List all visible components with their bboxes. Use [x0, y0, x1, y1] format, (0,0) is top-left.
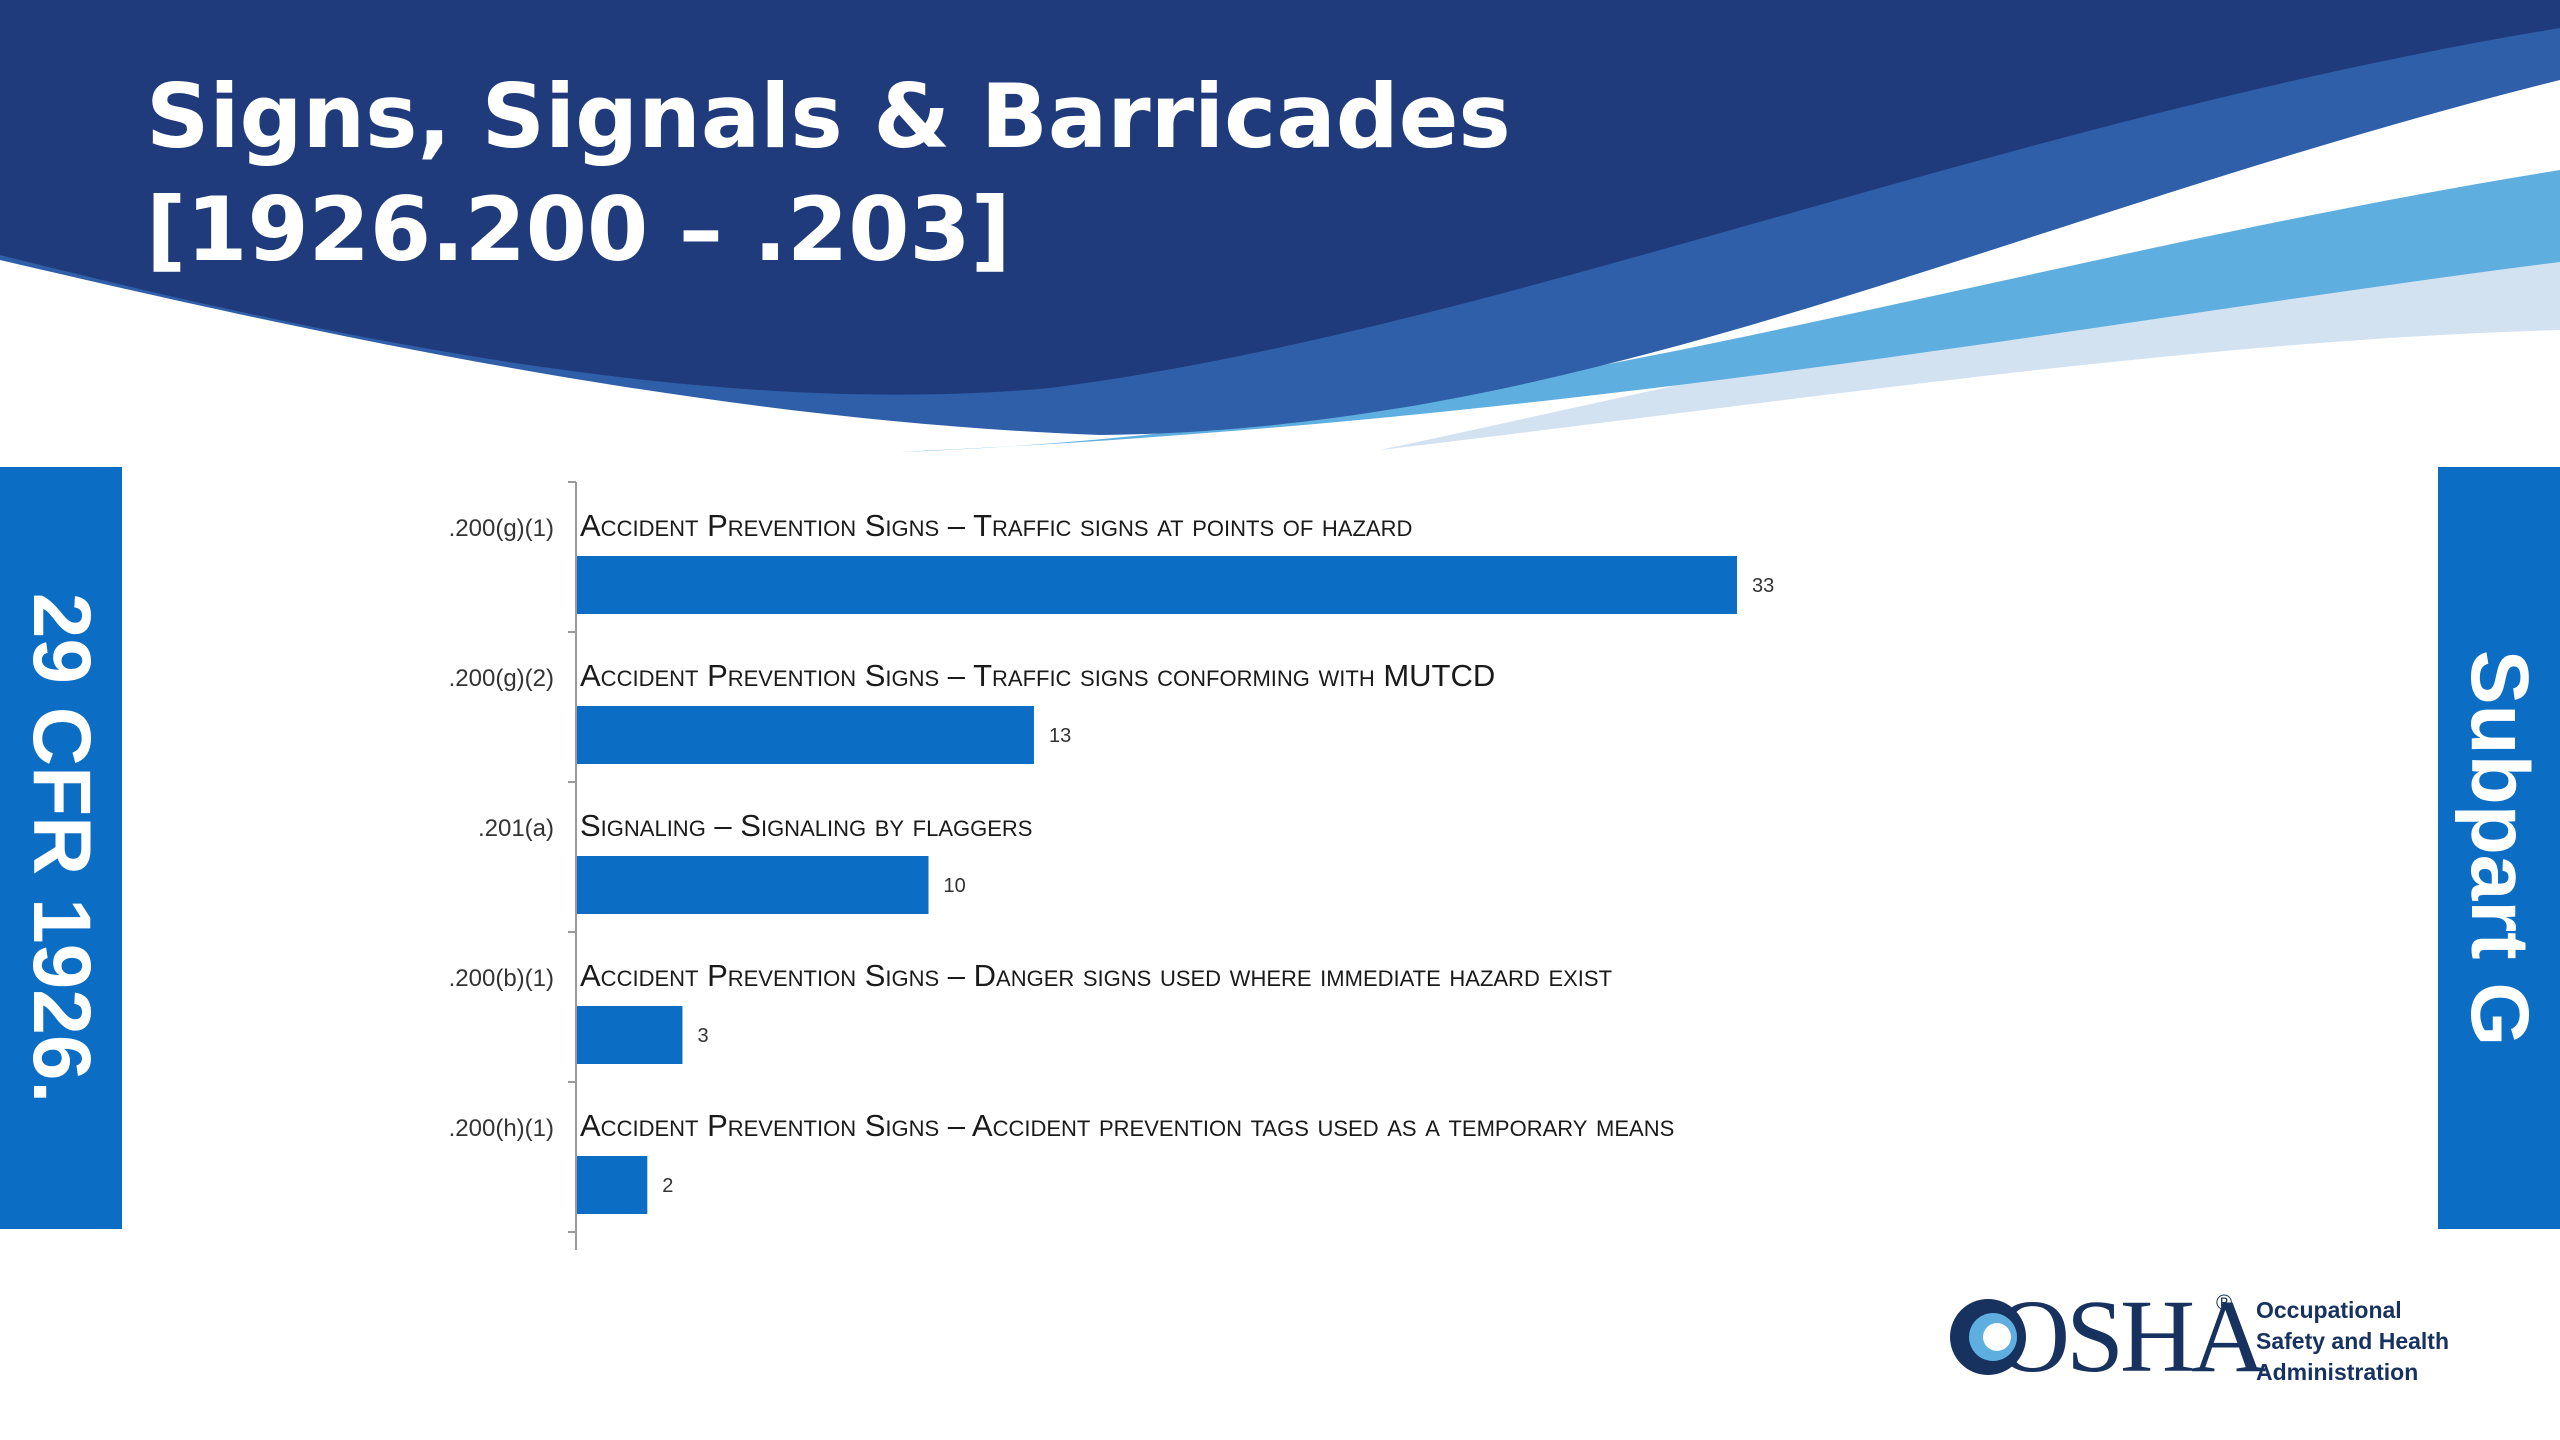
data-label: 3 — [697, 1025, 708, 1047]
data-label: 10 — [944, 875, 966, 897]
osha-agency-line: Safety and Health — [2256, 1328, 2449, 1354]
left-side-tab-label: 29 CFR 1926. — [16, 592, 107, 1104]
category-label: .200(g)(2) — [449, 665, 554, 692]
category-label: .201(a) — [478, 815, 554, 842]
left-side-tab: 29 CFR 1926. — [0, 467, 122, 1229]
bar — [577, 556, 1737, 614]
category-label: .200(h)(1) — [449, 1115, 554, 1142]
osha-logo-icon — [1950, 1299, 2026, 1375]
category-label: .200(b)(1) — [449, 965, 554, 992]
slide-title-line-1: Signs, Signals & Barricades — [146, 65, 1511, 168]
osha-wordmark: OSHA — [1995, 1279, 2266, 1394]
osha-agency-name: Occupational Safety and Health Administr… — [2256, 1295, 2516, 1388]
bar — [577, 1006, 683, 1064]
bar-title: Accident Prevention Signs – Traffic sign… — [580, 658, 1495, 693]
bar-title: Accident Prevention Signs – Accident pre… — [580, 1108, 1674, 1143]
bar-title: Accident Prevention Signs – Traffic sign… — [580, 508, 1412, 543]
banner-navy-wave — [0, 0, 2560, 395]
right-side-tab: Subpart G — [2438, 467, 2560, 1229]
data-label: 33 — [1752, 575, 1774, 597]
bar-title: Accident Prevention Signs – Danger signs… — [580, 958, 1612, 993]
bar — [577, 856, 929, 914]
bar — [577, 706, 1034, 764]
bar-chart: .200(g)(1) Accident Prevention Signs – Tr… — [449, 481, 1774, 1250]
osha-registered-mark: ® — [2216, 1290, 2233, 1315]
category-label: .200(g)(1) — [449, 515, 554, 542]
slide-title-line-2: [1926.200 – .203] — [146, 178, 1011, 281]
bar-title: Signaling – Signaling by flaggers — [580, 808, 1032, 843]
data-label: 13 — [1049, 725, 1071, 747]
bar — [577, 1156, 648, 1214]
data-label: 2 — [662, 1175, 673, 1197]
right-side-tab-label: Subpart G — [2454, 649, 2545, 1047]
osha-agency-line: Occupational — [2256, 1297, 2402, 1323]
osha-agency-line: Administration — [2256, 1359, 2419, 1385]
header-banner — [0, 0, 2560, 470]
